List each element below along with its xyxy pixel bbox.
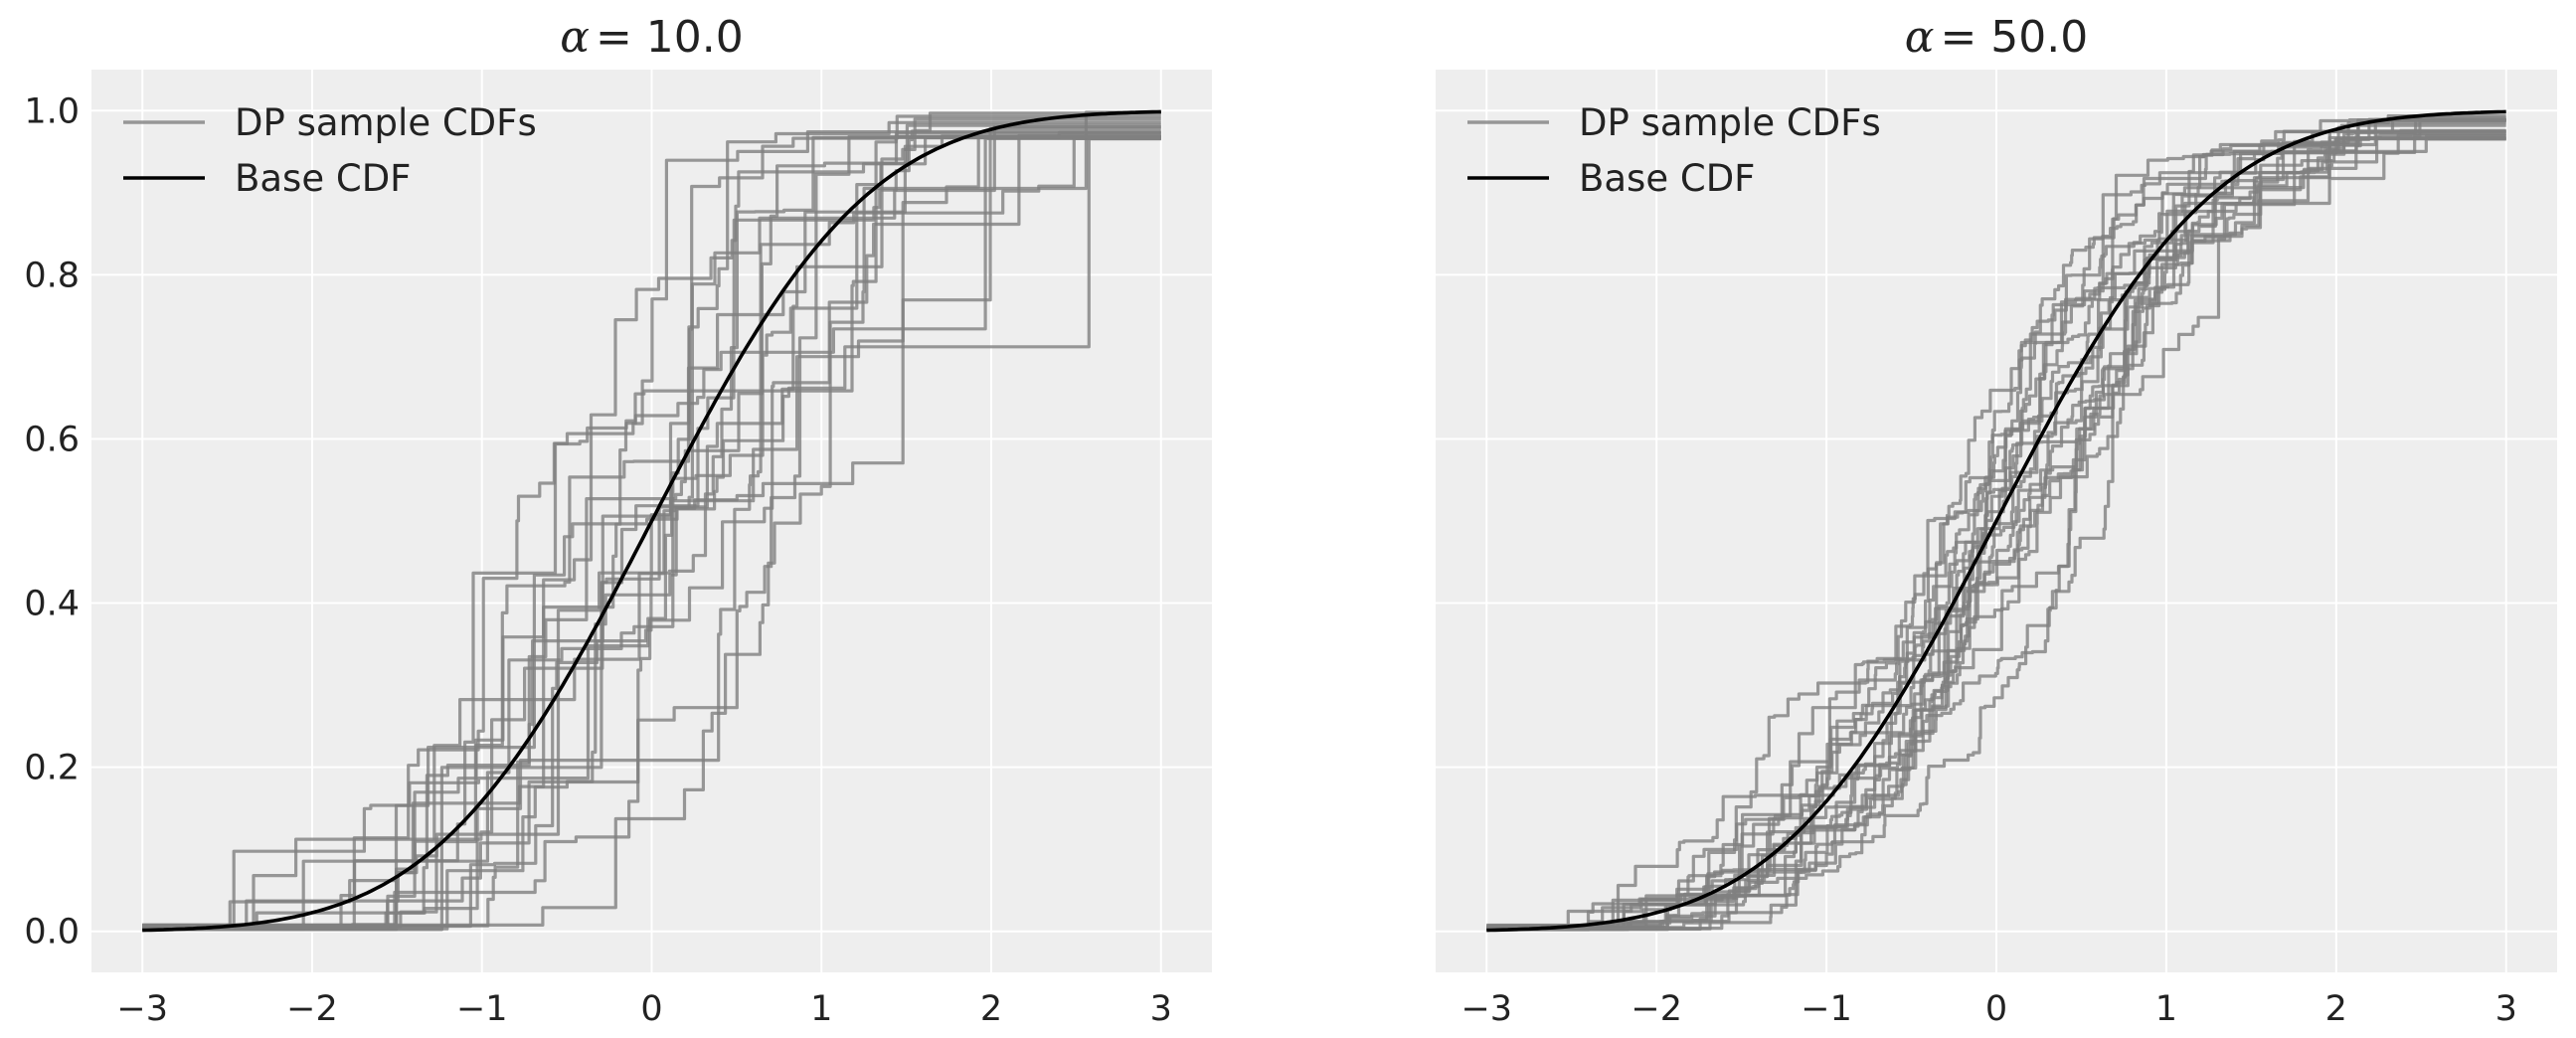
chart-panel-2: −3 −2 −1 0 1 2 3 α = 50.0 DP sample CDFs Base CDF — [1436, 12, 2557, 1029]
dp-sample-cdf-line — [142, 131, 1161, 930]
chart-title: α = 10.0 — [560, 12, 744, 63]
title-alpha-symbol: α — [560, 12, 590, 63]
legend-label: Base CDF — [235, 157, 411, 200]
dp-sample-cdf-line — [1486, 114, 2506, 931]
x-tick-label: −3 — [1460, 989, 1512, 1029]
x-tick-label: 0 — [1985, 989, 2007, 1029]
y-tick-label: 1.0 — [24, 91, 80, 131]
x-tick-label: 2 — [980, 989, 1002, 1029]
base-cdf-line — [142, 109, 1161, 933]
dp-sample-cdf-line — [142, 134, 1161, 927]
title-alpha-value: = 50.0 — [1940, 12, 2088, 63]
x-tick-label: −2 — [1631, 989, 1682, 1029]
y-tick-label: 0.4 — [24, 585, 80, 624]
legend: DP sample CDFs Base CDF — [1467, 101, 1881, 200]
dp-sample-cdf-line — [142, 130, 1161, 929]
x-tick-label: 0 — [640, 989, 662, 1029]
dp-sample-cdf-line — [142, 110, 1161, 927]
x-tick-label: −1 — [456, 989, 508, 1029]
y-tick-label: 0.0 — [24, 913, 80, 952]
dp-sample-cdf-line — [1486, 117, 2506, 931]
dp-sample-cdf-line — [1486, 129, 2506, 928]
legend-label: DP sample CDFs — [235, 101, 537, 144]
chart-title: α = 50.0 — [1905, 12, 2089, 63]
dp-sample-cdf-line — [142, 126, 1161, 929]
base-cdf-line — [1486, 109, 2506, 933]
x-tick-label: 1 — [2155, 989, 2177, 1029]
y-tick-label: 0.6 — [24, 420, 80, 459]
dp-sample-cdf-line — [1486, 132, 2506, 930]
y-tick-label: 0.2 — [24, 749, 80, 788]
dp-sample-cdf-line — [142, 133, 1161, 928]
x-tick-label: 3 — [1150, 989, 1172, 1029]
dp-sample-cdf-line — [142, 120, 1161, 929]
chart-panel-1: −3 −2 −1 0 1 2 3 0.0 0.2 0.4 0.6 0.8 1.0 α = 10.0 DP sa… — [24, 12, 1212, 1029]
dp-sample-cdf-line — [142, 136, 1161, 930]
x-tick-label: 2 — [2325, 989, 2347, 1029]
x-tick-label: 3 — [2495, 989, 2517, 1029]
dp-sample-cdf-line — [142, 123, 1161, 932]
x-tick-label: 1 — [810, 989, 832, 1029]
legend: DP sample CDFs Base CDF — [123, 101, 537, 200]
x-tick-label: −2 — [286, 989, 338, 1029]
legend-label: Base CDF — [1579, 157, 1755, 200]
dp-sample-cdf-line — [142, 134, 1161, 931]
dp-sample-cdf-line — [142, 136, 1161, 929]
x-tick-label: −1 — [1801, 989, 1852, 1029]
x-tick-label: −3 — [116, 989, 168, 1029]
legend-label: DP sample CDFs — [1579, 101, 1881, 144]
dp-sample-cdf-line — [142, 134, 1161, 929]
dp-sample-cdf-line — [142, 114, 1161, 930]
dp-sample-cdf-line — [1486, 116, 2506, 931]
y-tick-label: 0.8 — [24, 256, 80, 295]
title-alpha-value: = 10.0 — [596, 12, 744, 63]
title-alpha-symbol: α — [1905, 12, 1935, 63]
